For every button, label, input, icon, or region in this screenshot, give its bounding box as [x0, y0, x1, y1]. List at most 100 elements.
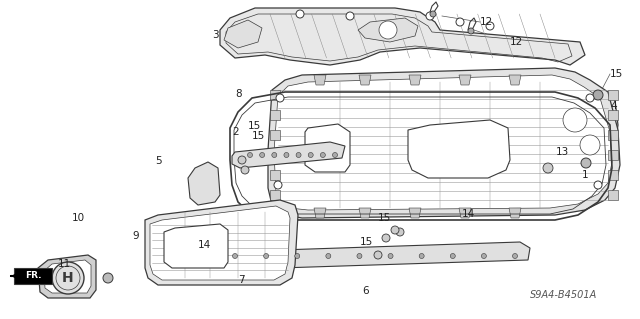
Circle shape [391, 226, 399, 234]
Polygon shape [542, 90, 618, 168]
Polygon shape [44, 260, 91, 293]
Circle shape [593, 90, 603, 100]
Circle shape [274, 181, 282, 189]
FancyBboxPatch shape [14, 268, 52, 284]
Circle shape [326, 254, 331, 258]
Circle shape [308, 152, 313, 158]
Text: H: H [62, 271, 74, 285]
Polygon shape [270, 110, 280, 120]
Polygon shape [145, 200, 298, 285]
Circle shape [374, 251, 382, 259]
Text: 9: 9 [132, 231, 139, 241]
Polygon shape [314, 75, 326, 85]
Circle shape [481, 254, 486, 258]
Text: 12: 12 [510, 37, 524, 47]
Circle shape [103, 273, 113, 283]
Text: 15: 15 [248, 121, 261, 131]
Circle shape [563, 108, 587, 132]
Circle shape [276, 94, 284, 102]
Text: 6: 6 [362, 286, 369, 296]
Circle shape [238, 156, 246, 164]
Polygon shape [359, 75, 371, 85]
Circle shape [468, 28, 474, 34]
Circle shape [346, 12, 354, 20]
Text: 8: 8 [235, 89, 242, 99]
Polygon shape [509, 208, 521, 218]
Polygon shape [188, 162, 220, 205]
Polygon shape [38, 255, 96, 298]
Polygon shape [459, 75, 471, 85]
Text: 2: 2 [232, 127, 239, 137]
Polygon shape [409, 75, 421, 85]
Circle shape [581, 158, 591, 168]
Circle shape [248, 152, 253, 158]
Circle shape [396, 228, 404, 236]
Polygon shape [268, 68, 620, 218]
Circle shape [379, 21, 397, 39]
Circle shape [241, 166, 249, 174]
Text: 1: 1 [582, 170, 589, 180]
Text: S9A4-B4501A: S9A4-B4501A [530, 290, 597, 300]
Circle shape [232, 254, 237, 258]
Text: 14: 14 [462, 209, 476, 219]
Polygon shape [274, 75, 612, 210]
Circle shape [296, 10, 304, 18]
Polygon shape [608, 190, 618, 200]
Circle shape [451, 254, 455, 258]
Circle shape [586, 94, 594, 102]
Text: 4: 4 [610, 101, 616, 111]
Circle shape [486, 22, 494, 30]
Circle shape [333, 152, 337, 158]
Text: 13: 13 [556, 147, 569, 157]
Polygon shape [509, 75, 521, 85]
Polygon shape [164, 224, 228, 268]
Circle shape [388, 254, 393, 258]
Polygon shape [155, 255, 222, 278]
Polygon shape [358, 18, 418, 42]
Circle shape [295, 254, 300, 258]
Text: 12: 12 [480, 17, 493, 27]
Circle shape [594, 181, 602, 189]
Polygon shape [232, 142, 345, 168]
Circle shape [52, 262, 84, 294]
Polygon shape [305, 124, 350, 172]
Polygon shape [270, 190, 280, 200]
Text: 15: 15 [378, 213, 391, 223]
Circle shape [580, 135, 600, 155]
Text: FR.: FR. [25, 271, 41, 280]
Polygon shape [270, 130, 280, 140]
Polygon shape [409, 208, 421, 218]
Circle shape [456, 18, 464, 26]
Circle shape [357, 254, 362, 258]
Polygon shape [270, 170, 280, 180]
Circle shape [321, 152, 325, 158]
Circle shape [382, 234, 390, 242]
Polygon shape [150, 206, 290, 280]
Text: 5: 5 [155, 156, 162, 166]
Circle shape [284, 152, 289, 158]
Circle shape [430, 11, 436, 17]
Polygon shape [220, 8, 585, 65]
Polygon shape [608, 170, 618, 180]
Circle shape [264, 254, 269, 258]
Polygon shape [408, 120, 510, 178]
Text: 14: 14 [198, 240, 211, 250]
Polygon shape [314, 208, 326, 218]
Text: 10: 10 [72, 213, 85, 223]
Text: H: H [60, 269, 76, 287]
Polygon shape [459, 208, 471, 218]
Polygon shape [608, 110, 618, 120]
Text: 15: 15 [610, 69, 623, 79]
Circle shape [426, 12, 434, 20]
Circle shape [543, 163, 553, 173]
Circle shape [260, 152, 265, 158]
Circle shape [513, 254, 518, 258]
Text: 3: 3 [212, 30, 219, 40]
Text: 15: 15 [252, 131, 265, 141]
Circle shape [419, 254, 424, 258]
Polygon shape [224, 20, 262, 48]
Polygon shape [608, 90, 618, 100]
Polygon shape [359, 208, 371, 218]
Polygon shape [608, 130, 618, 140]
Circle shape [296, 152, 301, 158]
